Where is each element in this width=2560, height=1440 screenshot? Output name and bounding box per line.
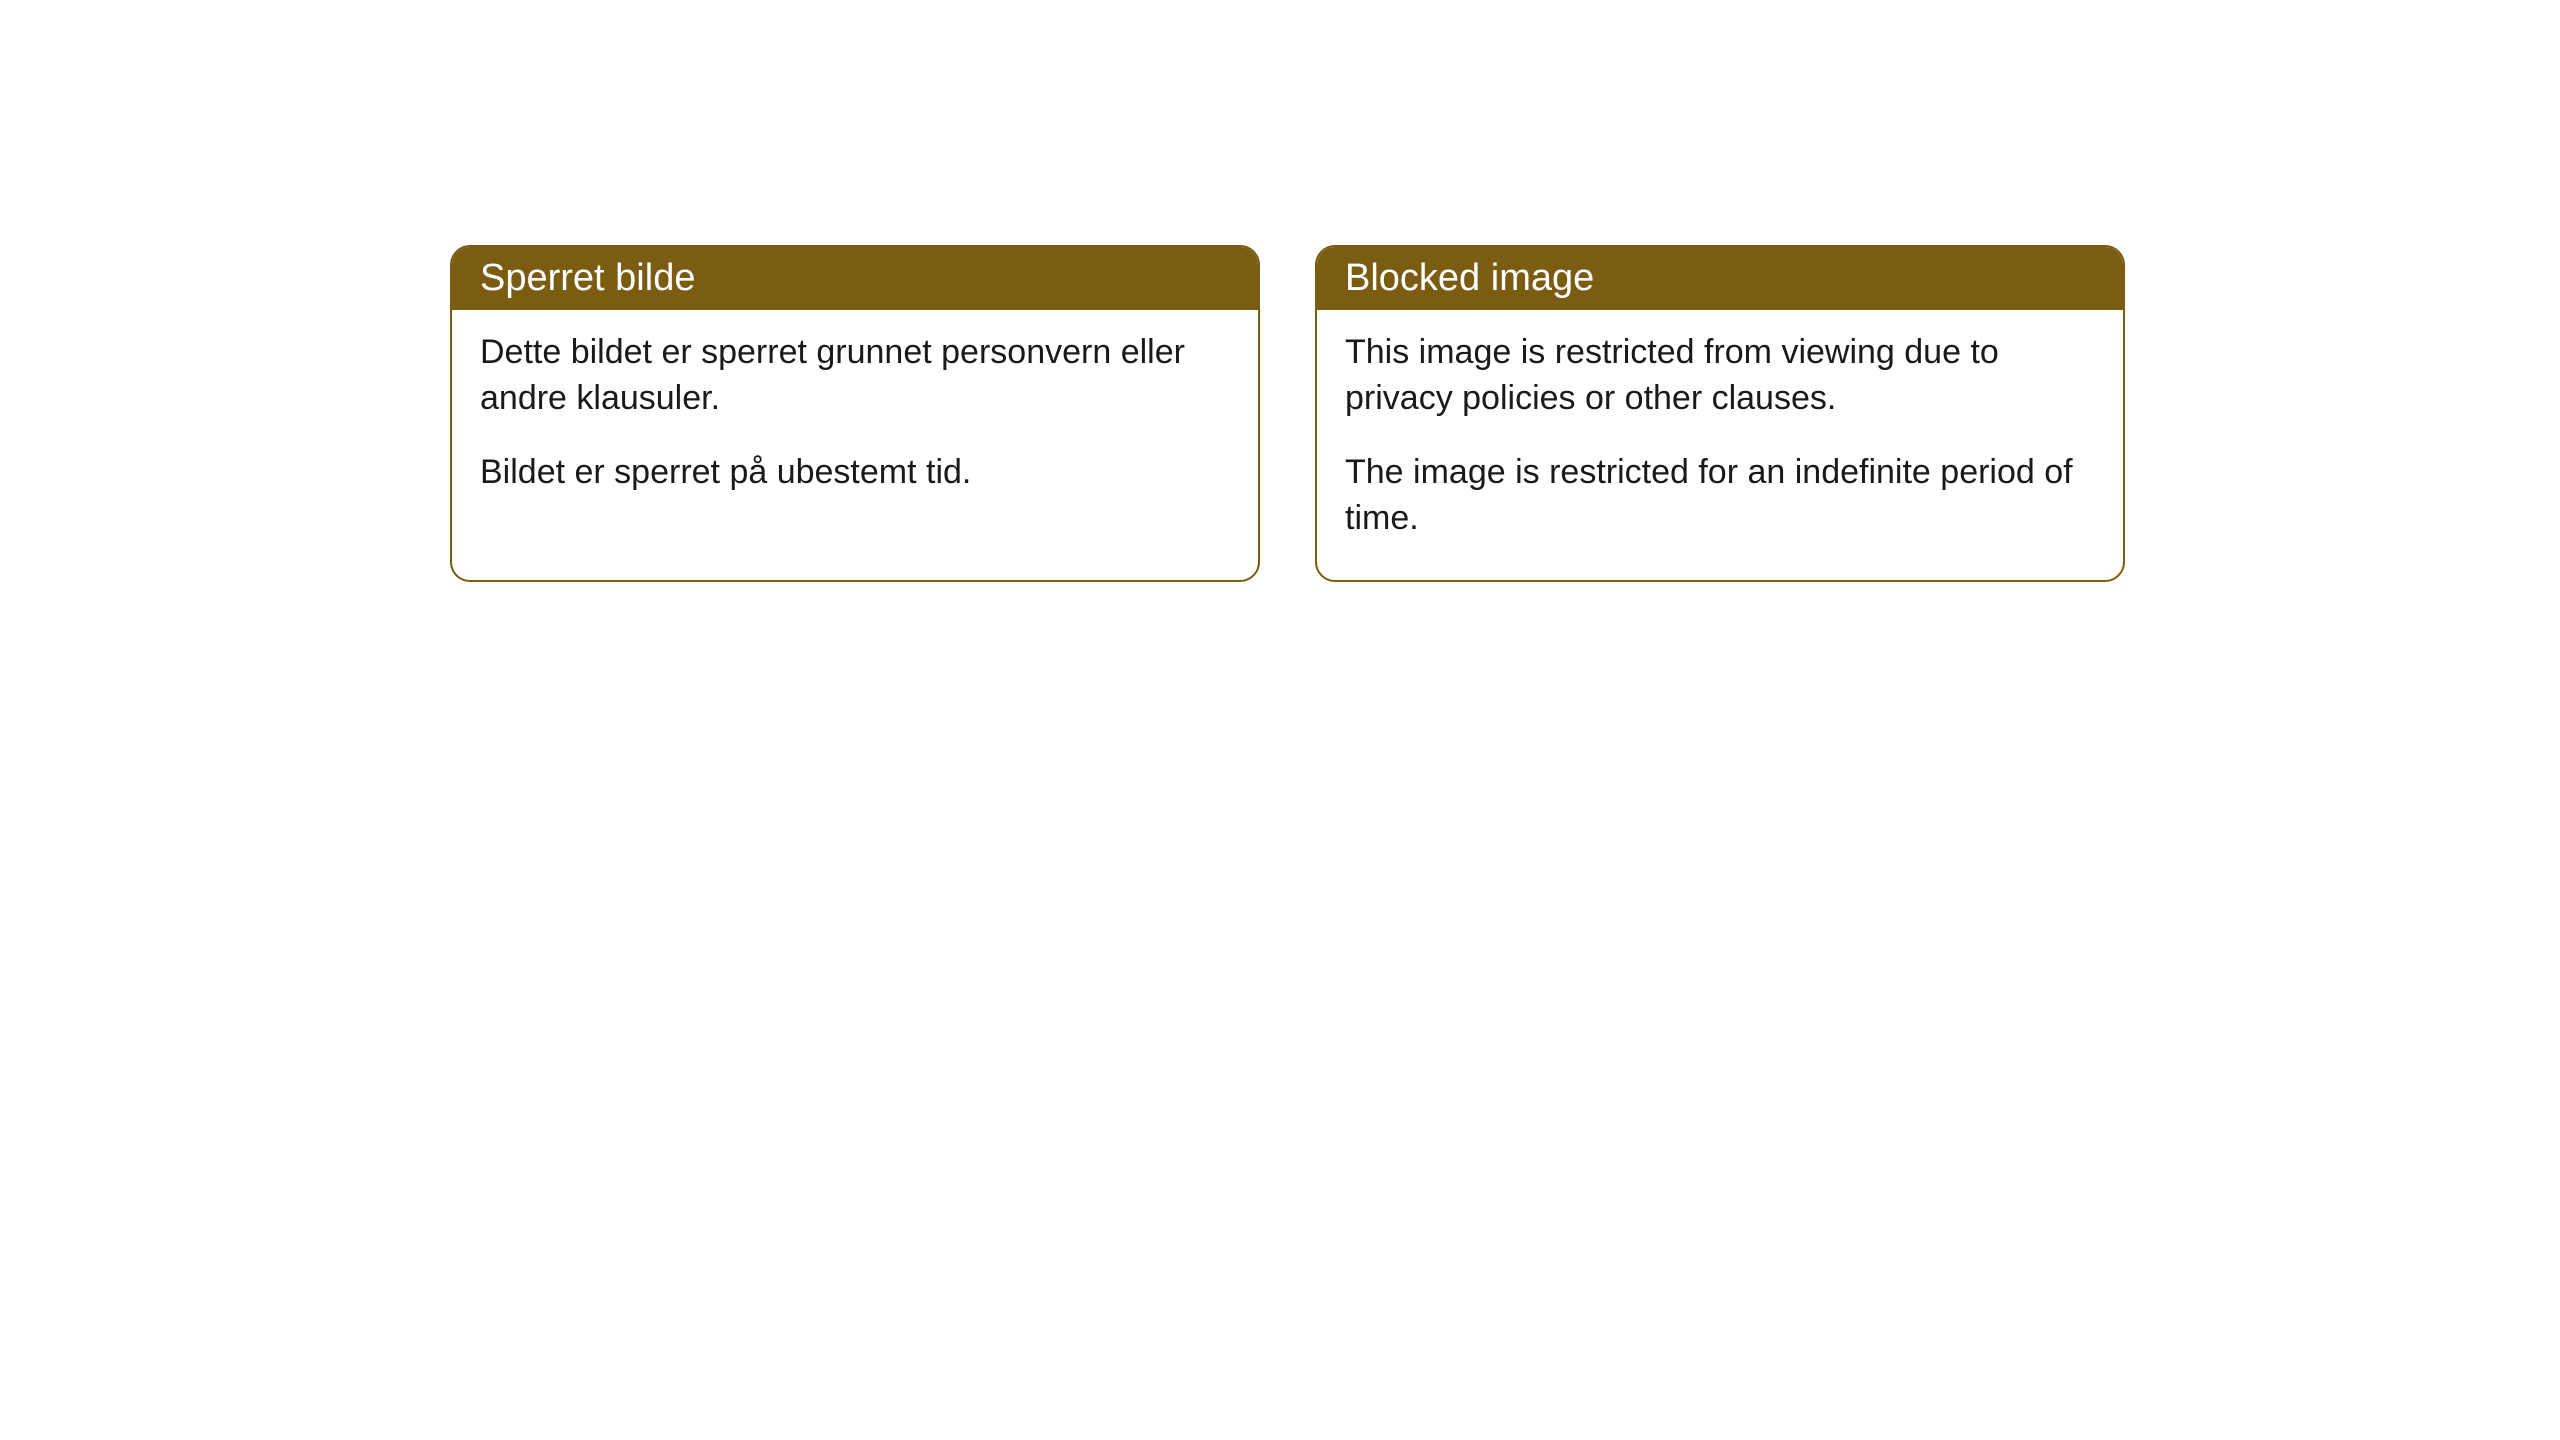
card-paragraph-english-2: The image is restricted for an indefinit… bbox=[1345, 450, 2095, 542]
cards-container: Sperret bilde Dette bildet er sperret gr… bbox=[450, 245, 2560, 582]
card-title-norwegian: Sperret bilde bbox=[480, 257, 695, 299]
card-paragraph-english-1: This image is restricted from viewing du… bbox=[1345, 330, 2095, 422]
blocked-image-card-english: Blocked image This image is restricted f… bbox=[1315, 245, 2125, 582]
card-title-english: Blocked image bbox=[1345, 257, 1594, 299]
card-paragraph-norwegian-2: Bildet er sperret på ubestemt tid. bbox=[480, 450, 1230, 496]
card-paragraph-norwegian-1: Dette bildet er sperret grunnet personve… bbox=[480, 330, 1230, 422]
card-body-norwegian: Dette bildet er sperret grunnet personve… bbox=[452, 310, 1258, 534]
card-header-english: Blocked image bbox=[1317, 247, 2123, 310]
card-header-norwegian: Sperret bilde bbox=[452, 247, 1258, 310]
card-body-english: This image is restricted from viewing du… bbox=[1317, 310, 2123, 580]
blocked-image-card-norwegian: Sperret bilde Dette bildet er sperret gr… bbox=[450, 245, 1260, 582]
